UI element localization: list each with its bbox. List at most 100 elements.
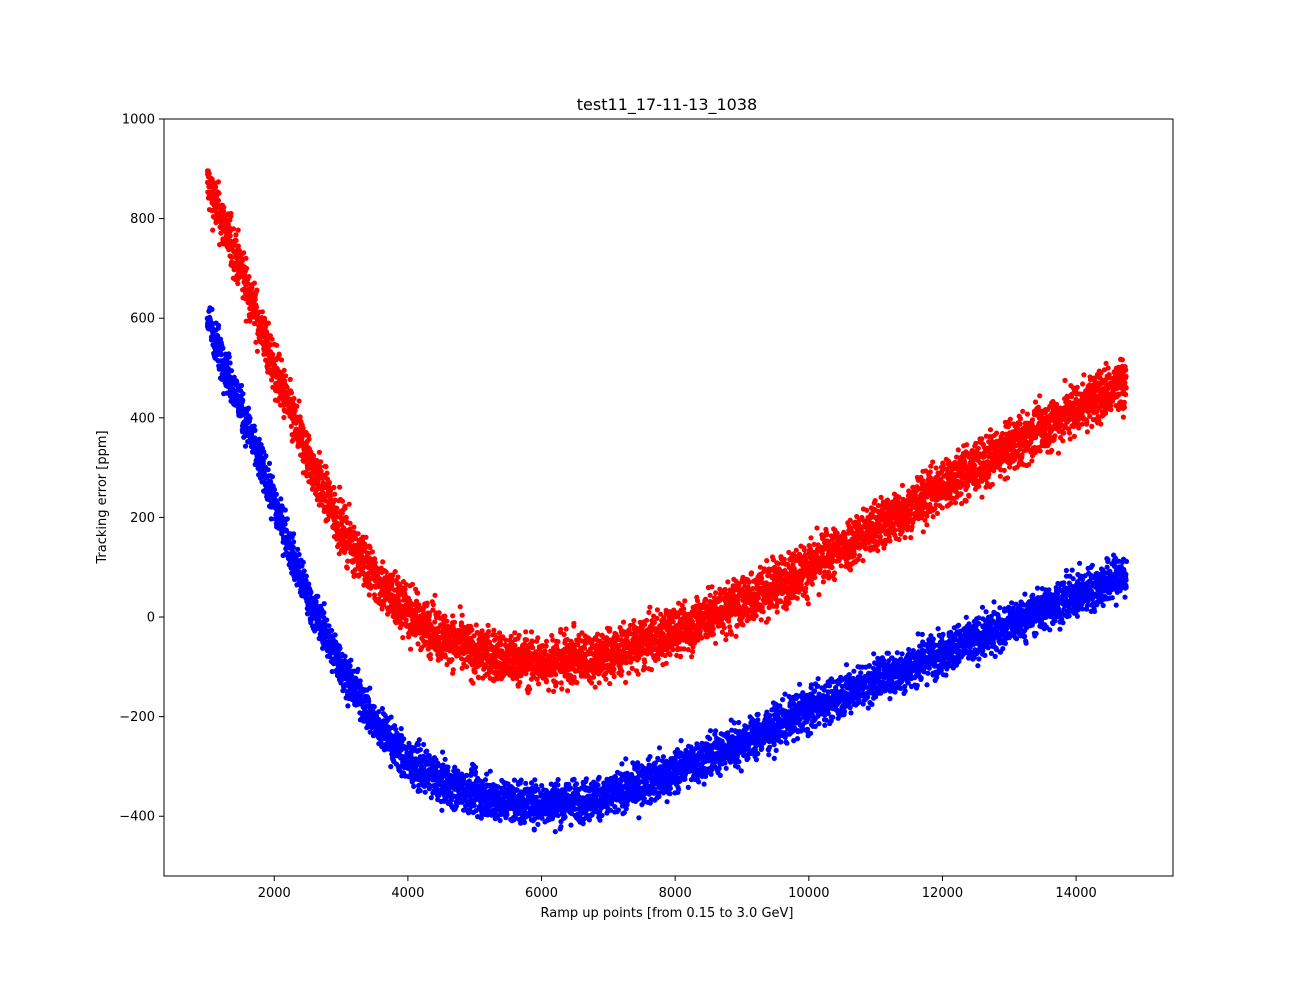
data-point xyxy=(337,484,343,490)
data-point xyxy=(1019,454,1025,460)
data-point xyxy=(670,647,676,653)
data-point xyxy=(325,516,331,523)
data-point xyxy=(527,686,533,692)
data-point xyxy=(512,642,518,649)
data-point xyxy=(324,470,330,476)
data-point xyxy=(958,491,964,497)
data-point xyxy=(979,494,985,500)
data-point xyxy=(607,627,613,634)
data-point xyxy=(611,673,617,680)
data-point xyxy=(1020,408,1026,414)
data-point xyxy=(318,459,324,465)
data-point xyxy=(485,622,491,629)
data-point xyxy=(851,551,858,558)
data-point xyxy=(529,638,535,644)
data-point xyxy=(831,576,838,583)
data-point xyxy=(227,233,233,239)
data-point xyxy=(939,505,945,511)
data-point xyxy=(655,656,661,662)
data-point xyxy=(777,598,783,604)
data-point xyxy=(571,620,577,626)
data-point xyxy=(451,619,458,625)
data-point xyxy=(878,494,884,500)
data-point xyxy=(746,579,752,585)
data-point xyxy=(415,590,421,596)
data-point xyxy=(721,625,727,631)
data-point xyxy=(369,549,375,555)
data-point xyxy=(372,560,378,566)
data-point xyxy=(726,618,732,624)
data-point xyxy=(292,408,298,414)
data-point xyxy=(709,584,715,590)
data-point xyxy=(635,671,641,677)
data-point xyxy=(380,559,386,565)
data-point xyxy=(549,632,555,639)
data-point xyxy=(383,569,389,575)
series-1-points xyxy=(204,168,1129,696)
data-point xyxy=(596,680,602,686)
data-point xyxy=(607,681,613,687)
data-point xyxy=(774,609,780,615)
data-point xyxy=(345,558,351,564)
data-point xyxy=(332,491,338,497)
data-point xyxy=(472,669,478,675)
data-point xyxy=(281,367,287,373)
data-point xyxy=(228,213,234,219)
data-point xyxy=(243,255,249,261)
data-point xyxy=(392,569,398,575)
data-point xyxy=(875,548,881,554)
data-point xyxy=(631,618,637,624)
data-point xyxy=(963,498,969,504)
data-point xyxy=(230,226,237,232)
data-point xyxy=(924,522,930,528)
data-point xyxy=(646,609,652,616)
data-point xyxy=(450,613,456,619)
data-point xyxy=(278,357,285,363)
data-point xyxy=(288,423,294,429)
data-point xyxy=(485,633,491,640)
data-point xyxy=(934,510,941,516)
data-point xyxy=(427,652,433,658)
data-point xyxy=(864,507,870,513)
data-point xyxy=(403,617,409,623)
data-point xyxy=(306,436,312,442)
data-point xyxy=(860,558,866,564)
data-point xyxy=(535,635,541,641)
data-point xyxy=(430,602,436,608)
data-point xyxy=(524,637,530,643)
data-point xyxy=(812,574,818,581)
data-point xyxy=(1037,448,1043,454)
data-point xyxy=(574,679,580,686)
data-point xyxy=(287,376,293,382)
data-point xyxy=(469,627,475,633)
data-point xyxy=(892,527,898,533)
data-point xyxy=(352,567,358,573)
data-point xyxy=(713,640,719,646)
data-point xyxy=(896,536,902,543)
data-point xyxy=(543,638,550,644)
data-point xyxy=(235,227,241,233)
data-point xyxy=(402,586,408,592)
data-point xyxy=(753,613,759,619)
chart-title: test11_17-11-13_1038 xyxy=(577,95,757,115)
data-point xyxy=(626,670,632,676)
data-point xyxy=(765,616,772,622)
data-point xyxy=(523,629,529,635)
data-point xyxy=(758,617,764,623)
data-point xyxy=(444,618,450,624)
data-point xyxy=(233,232,239,238)
data-point xyxy=(809,581,815,587)
data-point xyxy=(235,280,241,287)
data-point xyxy=(1029,458,1035,464)
data-point xyxy=(727,624,733,630)
data-point xyxy=(971,462,978,468)
data-point xyxy=(276,352,282,358)
data-point xyxy=(217,242,223,248)
data-point xyxy=(253,304,260,310)
data-point xyxy=(642,659,648,665)
data-point xyxy=(269,336,275,342)
data-point xyxy=(699,635,705,641)
data-point xyxy=(486,628,492,635)
data-point xyxy=(432,619,438,625)
